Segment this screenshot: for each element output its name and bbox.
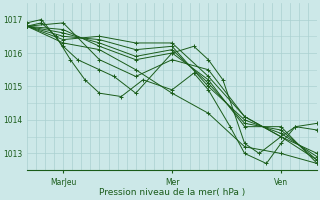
X-axis label: Pression niveau de la mer( hPa ): Pression niveau de la mer( hPa ) bbox=[99, 188, 245, 197]
